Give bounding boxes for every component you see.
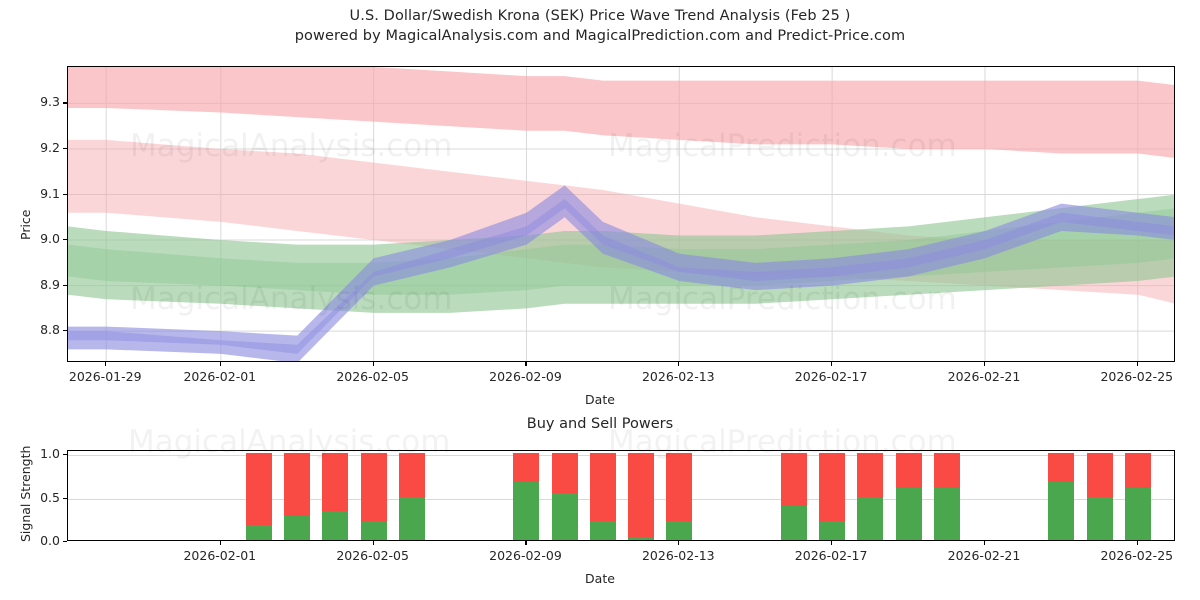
price-y-tick-mark [63, 193, 67, 195]
sell-power-bar[interactable] [551, 453, 578, 494]
sell-power-bar[interactable] [589, 453, 616, 521]
signal-x-tick-label: 2026-02-25 [1100, 548, 1174, 563]
signal-y-tick-mark [63, 454, 67, 456]
price-chart-plot-area [67, 66, 1175, 362]
buy-power-bar[interactable] [857, 496, 884, 540]
price-y-tick-mark [63, 284, 67, 286]
wave-band [68, 199, 1174, 354]
buy-power-bar[interactable] [819, 520, 846, 540]
price-x-tick-label: 2026-01-29 [68, 369, 142, 384]
price-y-tick-label: 8.9 [40, 276, 60, 292]
sell-power-bar[interactable] [1048, 453, 1075, 482]
signal-x-tick-mark [219, 541, 221, 545]
buy-power-bar[interactable] [246, 525, 273, 540]
buy-power-bar[interactable] [551, 493, 578, 540]
buy-power-bar[interactable] [284, 515, 311, 540]
price-x-tick-label: 2026-02-21 [947, 369, 1021, 384]
signal-x-tick-mark [831, 541, 833, 545]
sell-power-bar[interactable] [1124, 453, 1151, 488]
wave-band [68, 185, 1174, 361]
buy-power-bar[interactable] [666, 520, 693, 540]
signal-x-tick-label: 2026-02-05 [336, 548, 409, 563]
sell-power-bar[interactable] [895, 453, 922, 488]
wave-band [68, 67, 1174, 158]
signal-x-tick-mark [372, 541, 374, 545]
price-x-tick-mark [525, 362, 527, 366]
signal-x-tick-mark [983, 541, 986, 545]
buy-power-bar[interactable] [322, 511, 349, 540]
buy-power-bar[interactable] [1086, 496, 1113, 540]
signal-gridline [68, 455, 1174, 457]
signal-y-tick-mark [63, 541, 67, 543]
signal-x-tick-label: 2026-02-01 [183, 548, 257, 563]
buy-power-bar[interactable] [513, 481, 540, 540]
buy-power-bar[interactable] [1124, 488, 1151, 540]
price-x-tick-label: 2026-02-05 [336, 369, 409, 384]
signal-y-tick-label: 0.0 [40, 533, 60, 548]
price-y-tick-label: 9.1 [40, 185, 60, 201]
buy-power-bar[interactable] [398, 496, 425, 540]
buy-power-bar[interactable] [589, 520, 616, 540]
price-y-tick-mark [63, 239, 67, 241]
buy-power-bar[interactable] [360, 520, 387, 540]
sell-power-bar[interactable] [398, 453, 425, 497]
page-subtitle: powered by MagicalAnalysis.com and Magic… [294, 28, 906, 44]
price-y-tick-label: 9.0 [40, 231, 60, 247]
buy-power-bar[interactable] [780, 506, 807, 540]
buy-power-bar[interactable] [628, 536, 655, 540]
price-y-tick-label: 9.3 [40, 94, 60, 110]
price-x-tick-mark [105, 362, 107, 366]
sell-power-bar[interactable] [284, 453, 311, 516]
sell-power-bar[interactable] [628, 453, 655, 537]
price-x-tick-mark [983, 362, 986, 366]
signal-x-tick-label: 2026-02-17 [794, 548, 868, 563]
sell-power-bar[interactable] [360, 453, 387, 521]
buy-sell-powers-title: Buy and Sell Powers [526, 416, 674, 432]
price-y-tick-mark [63, 147, 67, 150]
sell-power-bar[interactable] [246, 453, 273, 526]
signal-x-tick-mark [525, 541, 527, 545]
signal-y-tick-label: 1.0 [40, 446, 60, 462]
price-x-tick-mark [831, 362, 833, 366]
sell-power-bar[interactable] [513, 453, 540, 482]
signal-gridline [68, 498, 1174, 500]
sell-power-bar[interactable] [666, 453, 693, 521]
price-y-tick-mark [63, 330, 67, 332]
sell-power-bar[interactable] [780, 453, 807, 507]
chart-title-block: U.S. Dollar/Swedish Krona (SEK) Price Wa… [0, 6, 1200, 46]
sell-power-bar[interactable] [857, 453, 884, 497]
price-y-tick-mark [63, 102, 67, 104]
price-x-tick-mark [219, 362, 221, 366]
price-x-tick-label: 2026-02-25 [1100, 369, 1174, 384]
signal-y-tick-mark [63, 497, 67, 499]
buy-sell-plot-area [67, 450, 1175, 541]
price-x-tick-label: 2026-02-09 [489, 369, 562, 384]
signal-x-tick-label: 2026-02-09 [489, 548, 562, 563]
price-x-tick-mark [1136, 362, 1138, 366]
price-x-tick-label: 2026-02-17 [794, 369, 868, 384]
price-wave-bands [68, 67, 1174, 361]
signal-x-tick-label: 2026-02-21 [947, 548, 1021, 563]
sell-power-bar[interactable] [1086, 453, 1113, 497]
price-x-tick-mark [372, 362, 374, 366]
page-title: U.S. Dollar/Swedish Krona (SEK) Price Wa… [349, 8, 851, 24]
signal-y-tick-label: 0.5 [40, 489, 60, 505]
signal-x-tick-mark [1136, 541, 1138, 545]
price-x-tick-label: 2026-02-13 [641, 369, 715, 384]
signal-x-tick-label: 2026-02-13 [641, 548, 715, 563]
buy-power-bar[interactable] [895, 488, 922, 540]
sell-power-bar[interactable] [819, 453, 846, 521]
buy-power-bar[interactable] [933, 488, 960, 540]
price-x-tick-mark [678, 362, 680, 366]
sell-power-bar[interactable] [322, 453, 349, 512]
price-x-tick-label: 2026-02-01 [183, 369, 257, 384]
date-axis-label-bottom: Date [585, 571, 615, 586]
price-y-tick-label: 9.2 [40, 139, 60, 155]
signal-x-tick-mark [678, 541, 680, 545]
buy-power-bar[interactable] [1048, 481, 1075, 540]
sell-power-bar[interactable] [933, 453, 960, 488]
price-y-tick-label: 8.8 [40, 322, 60, 338]
date-axis-label-top: Date [585, 392, 615, 407]
